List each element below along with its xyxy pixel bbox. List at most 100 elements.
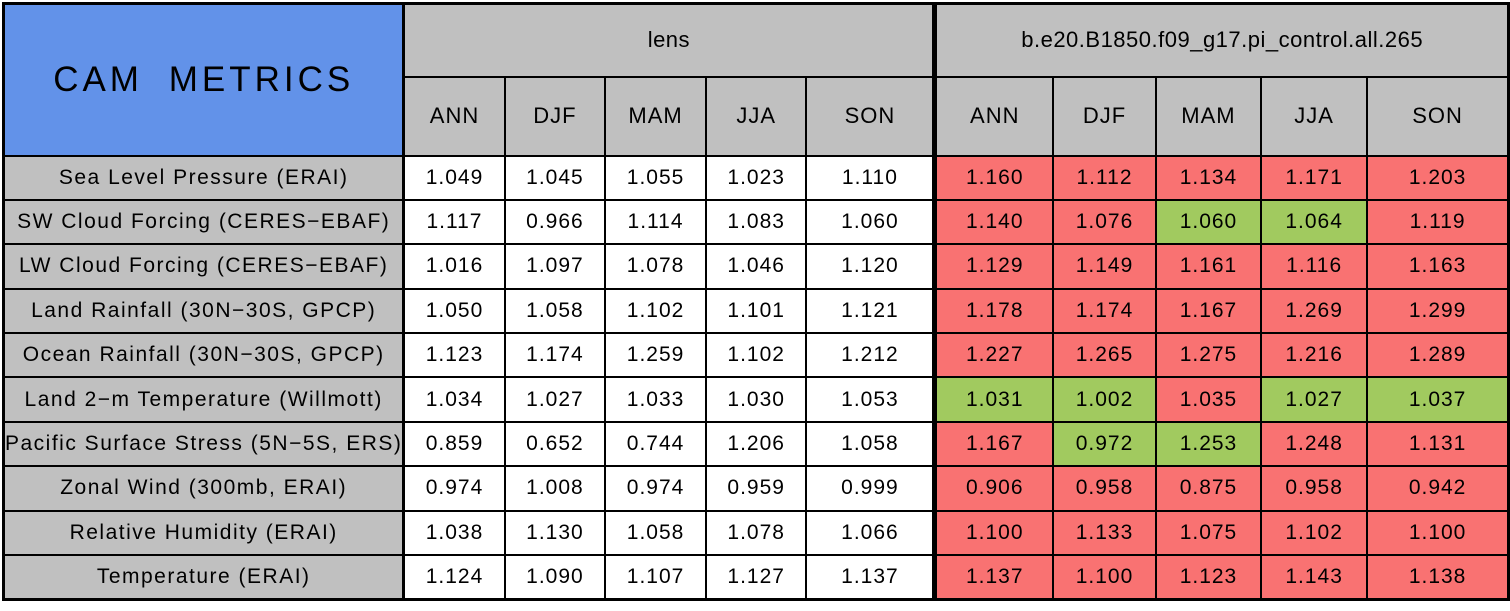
value-cell-lens: 1.212 [805, 332, 936, 379]
value-cell-lens: 1.259 [604, 332, 707, 379]
value-cell-control: 0.972 [1052, 420, 1157, 468]
season-header-lens-son: SON [805, 75, 936, 157]
cam-metrics-table: CAM METRICS lens b.e20.B1850.f09_g17.pi_… [2, 2, 1510, 601]
value-cell-control: 1.138 [1366, 554, 1510, 601]
value-cell-lens: 1.053 [805, 376, 936, 423]
value-cell-lens: 0.859 [402, 420, 506, 468]
value-cell-control: 1.299 [1366, 287, 1510, 335]
value-cell-lens: 1.066 [805, 509, 936, 557]
value-cell-control: 1.133 [1052, 509, 1157, 557]
row-label: SW Cloud Forcing (CERES−EBAF) [2, 198, 406, 246]
row-label: Ocean Rainfall (30N−30S, GPCP) [2, 332, 406, 379]
value-cell-lens: 1.123 [402, 332, 506, 379]
value-cell-control: 1.031 [932, 376, 1055, 423]
value-cell-lens: 1.120 [805, 243, 936, 290]
value-cell-lens: 1.137 [805, 554, 936, 601]
table-row: Land Rainfall (30N−30S, GPCP) 1.050 1.058 1… [2, 287, 1510, 335]
value-cell-control: 1.060 [1154, 198, 1263, 246]
value-cell-control: 1.143 [1260, 554, 1369, 601]
row-label: Pacific Surface Stress (5N−5S, ERS) [2, 420, 406, 468]
value-cell-control: 1.248 [1260, 420, 1369, 468]
value-cell-control: 1.140 [932, 198, 1055, 246]
value-cell-lens: 1.049 [402, 154, 506, 201]
value-cell-lens: 1.107 [604, 554, 707, 601]
row-label: Land 2−m Temperature (Willmott) [2, 376, 406, 423]
value-cell-control: 1.275 [1154, 332, 1263, 379]
table-row: LW Cloud Forcing (CERES−EBAF) 1.016 1.097 1… [2, 243, 1510, 290]
value-cell-lens: 1.058 [503, 287, 607, 335]
group-header-control-run: b.e20.B1850.f09_g17.pi_control.all.265 [932, 2, 1510, 78]
value-cell-control: 1.076 [1052, 198, 1157, 246]
value-cell-lens: 1.016 [402, 243, 506, 290]
table-row: Pacific Surface Stress (5N−5S, ERS) 0.859… [2, 420, 1510, 468]
value-cell-control: 1.100 [1052, 554, 1157, 601]
value-cell-lens: 1.060 [805, 198, 936, 246]
value-cell-lens: 1.101 [704, 287, 808, 335]
value-cell-lens: 1.058 [604, 509, 707, 557]
value-cell-control: 1.160 [932, 154, 1055, 201]
row-label: Zonal Wind (300mb, ERAI) [2, 465, 406, 512]
value-cell-lens: 1.102 [704, 332, 808, 379]
value-cell-lens: 1.030 [704, 376, 808, 423]
value-cell-lens: 0.966 [503, 198, 607, 246]
value-cell-lens: 1.102 [604, 287, 707, 335]
row-label: Land Rainfall (30N−30S, GPCP) [2, 287, 406, 335]
value-cell-control: 1.137 [932, 554, 1055, 601]
value-cell-control: 1.123 [1154, 554, 1263, 601]
value-cell-lens: 1.206 [704, 420, 808, 468]
value-cell-control: 1.035 [1154, 376, 1263, 423]
season-header-lens-mam: MAM [604, 75, 707, 157]
value-cell-lens: 1.045 [503, 154, 607, 201]
value-cell-control: 1.129 [932, 243, 1055, 290]
table-row: Land 2−m Temperature (Willmott) 1.034 1.02… [2, 376, 1510, 423]
value-cell-lens: 1.058 [805, 420, 936, 468]
value-cell-control: 1.171 [1260, 154, 1369, 201]
value-cell-control: 1.027 [1260, 376, 1369, 423]
season-header-control-son: SON [1366, 75, 1510, 157]
value-cell-lens: 0.652 [503, 420, 607, 468]
season-header-row: ANN DJF MAM JJA SON ANN DJF MAM JJA SON [4, 75, 1510, 157]
value-cell-control: 1.227 [932, 332, 1055, 379]
value-cell-control: 1.119 [1366, 198, 1510, 246]
value-cell-lens: 1.117 [402, 198, 506, 246]
value-cell-lens: 1.121 [805, 287, 936, 335]
value-cell-control: 1.102 [1260, 509, 1369, 557]
value-cell-control: 1.100 [1366, 509, 1510, 557]
value-cell-lens: 1.083 [704, 198, 808, 246]
value-cell-control: 1.174 [1052, 287, 1157, 335]
value-cell-lens: 1.097 [503, 243, 607, 290]
value-cell-control: 1.178 [932, 287, 1055, 335]
season-header-lens-djf: DJF [503, 75, 607, 157]
table-row: Sea Level Pressure (ERAI) 1.049 1.045 1.055… [2, 154, 1510, 201]
value-cell-lens: 1.008 [503, 465, 607, 512]
value-cell-control: 1.265 [1052, 332, 1157, 379]
value-cell-control: 1.149 [1052, 243, 1157, 290]
value-cell-lens: 1.110 [805, 154, 936, 201]
value-cell-control: 1.167 [1154, 287, 1263, 335]
table-title: CAM METRICS [2, 2, 406, 157]
season-header-control-djf: DJF [1052, 75, 1157, 157]
table-row: Temperature (ERAI) 1.124 1.090 1.107 1.127 1.… [2, 554, 1510, 601]
value-cell-control: 0.942 [1366, 465, 1510, 512]
row-label: LW Cloud Forcing (CERES−EBAF) [2, 243, 406, 290]
value-cell-control: 1.002 [1052, 376, 1157, 423]
value-cell-control: 1.269 [1260, 287, 1369, 335]
table-row: Zonal Wind (300mb, ERAI) 0.974 1.008 0.974 0… [2, 465, 1510, 512]
table-row: Ocean Rainfall (30N−30S, GPCP) 1.123 1.174… [2, 332, 1510, 379]
value-cell-control: 1.100 [932, 509, 1055, 557]
season-header-lens-ann: ANN [402, 75, 506, 157]
value-cell-control: 1.037 [1366, 376, 1510, 423]
value-cell-lens: 1.034 [402, 376, 506, 423]
season-header-control-jja: JJA [1260, 75, 1369, 157]
value-cell-control: 0.875 [1154, 465, 1263, 512]
season-header-control-mam: MAM [1154, 75, 1263, 157]
row-label: Relative Humidity (ERAI) [2, 509, 406, 557]
value-cell-control: 0.906 [932, 465, 1055, 512]
value-cell-lens: 1.078 [604, 243, 707, 290]
value-cell-lens: 1.027 [503, 376, 607, 423]
table-row: SW Cloud Forcing (CERES−EBAF) 1.117 0.966 1… [2, 198, 1510, 246]
value-cell-control: 1.064 [1260, 198, 1369, 246]
value-cell-control: 1.116 [1260, 243, 1369, 290]
value-cell-lens: 1.130 [503, 509, 607, 557]
